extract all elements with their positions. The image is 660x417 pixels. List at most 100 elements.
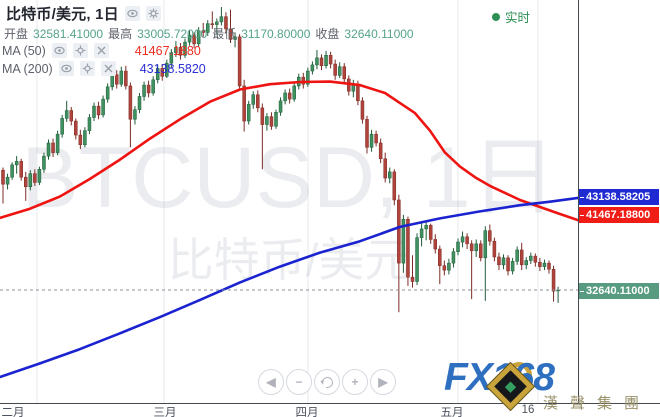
candle-body <box>251 94 255 105</box>
chart-nav-controls: ◀ − + ▶ <box>258 369 396 395</box>
zoom-out-button[interactable]: − <box>286 369 312 395</box>
ma-line <box>0 80 578 222</box>
close-x-icon[interactable] <box>100 61 116 76</box>
time-axis-label: 16 <box>521 404 535 416</box>
company-name-watermark: 漢聲集團 <box>543 395 652 412</box>
candle-body <box>215 21 219 25</box>
reset-zoom-button[interactable] <box>314 369 340 395</box>
candle-body <box>538 261 542 267</box>
candle-body <box>124 70 128 87</box>
candle-body <box>165 62 169 77</box>
candle-body <box>46 142 51 157</box>
eye-icon[interactable] <box>51 43 67 58</box>
open-value: 32581.41000 <box>33 26 104 41</box>
candle-body <box>183 41 187 56</box>
candle-body <box>506 257 510 272</box>
candle-body <box>192 34 196 45</box>
close-x-icon[interactable] <box>93 43 109 58</box>
time-axis[interactable] <box>0 403 660 417</box>
candle-body <box>547 262 551 270</box>
candle-body <box>187 34 192 43</box>
zoom-in-button[interactable]: + <box>342 369 368 395</box>
candle-body <box>19 161 23 178</box>
candle-body <box>451 251 456 264</box>
candle-body <box>178 47 183 56</box>
reset-zoom-icon <box>319 374 335 390</box>
candle-body <box>283 92 287 102</box>
time-axis-label: 三月 <box>153 407 177 417</box>
symbol-watermark: BTCUSD, 1日 <box>21 130 556 226</box>
pan-left-button[interactable]: ◀ <box>258 369 284 395</box>
price-axis-label: 43138.58205 <box>579 189 659 205</box>
candle-body <box>210 23 215 25</box>
gear-icon[interactable] <box>79 61 95 76</box>
candle-body <box>292 85 296 100</box>
candle-body <box>269 116 274 127</box>
ma50-label: MA (50) <box>2 43 46 58</box>
candle-body <box>5 176 10 185</box>
gear-icon[interactable] <box>145 6 161 21</box>
candle-body <box>319 57 324 67</box>
candle-body <box>360 100 365 120</box>
candle-body <box>78 134 83 145</box>
eye-icon[interactable] <box>124 6 140 21</box>
time-axis-label: 二月 <box>1 407 25 417</box>
symbol-title: 比特币/美元, 1日 <box>6 6 119 23</box>
candle-body <box>469 243 474 252</box>
candle-body <box>55 133 60 153</box>
candle-body <box>196 30 201 45</box>
candle-body <box>460 236 465 243</box>
candle-body <box>438 248 442 266</box>
gear-icon[interactable] <box>72 43 88 58</box>
candle-body <box>488 230 492 242</box>
candle-body <box>265 116 269 125</box>
candle-body <box>83 130 87 145</box>
candle-body <box>524 260 528 266</box>
pan-right-button[interactable]: ▶ <box>370 369 396 395</box>
candle-body <box>392 171 397 201</box>
candle-body <box>447 262 451 271</box>
candle-body <box>69 110 73 122</box>
candle-body <box>397 199 401 264</box>
candle-body <box>328 55 333 65</box>
candle-body <box>151 79 155 94</box>
candle-body <box>501 257 506 266</box>
low-value: 31170.80000 <box>241 26 311 41</box>
candle-body <box>33 173 37 183</box>
candle-body <box>87 117 92 131</box>
time-axis-label: 四月 <box>295 407 319 417</box>
candle-body <box>365 119 369 148</box>
candle-body <box>401 219 406 264</box>
realtime-badge: 实时 <box>492 7 530 26</box>
high-label: 最高 <box>108 27 133 41</box>
realtime-label: 实时 <box>505 11 531 25</box>
candle-body <box>51 142 55 153</box>
candle-body <box>428 225 433 240</box>
candle-body <box>474 243 478 252</box>
candle-body <box>133 109 137 120</box>
ma200-row: MA (200) 43138.5820 <box>2 61 206 76</box>
candle-body <box>510 261 515 272</box>
candle-body <box>479 243 483 259</box>
close-label: 收盘 <box>315 27 340 41</box>
realtime-dot-icon <box>492 12 500 21</box>
candle-body <box>237 36 242 87</box>
eye-icon[interactable] <box>58 61 74 76</box>
candle-body <box>74 120 78 136</box>
candle-body <box>228 28 233 40</box>
ma-line <box>0 196 578 379</box>
candle-body <box>383 158 387 179</box>
candle-body <box>278 100 283 113</box>
candle-body <box>433 239 437 250</box>
candle-body <box>60 118 64 135</box>
candle-body <box>24 176 28 188</box>
candle-body <box>201 30 205 33</box>
candle-body <box>424 225 428 230</box>
ma50-row: MA (50) 41467.1880 <box>2 43 201 58</box>
candle-body <box>419 228 424 238</box>
high-value: 33005.72000 <box>137 26 208 41</box>
candle-body <box>324 55 328 67</box>
candle-body <box>533 255 538 263</box>
